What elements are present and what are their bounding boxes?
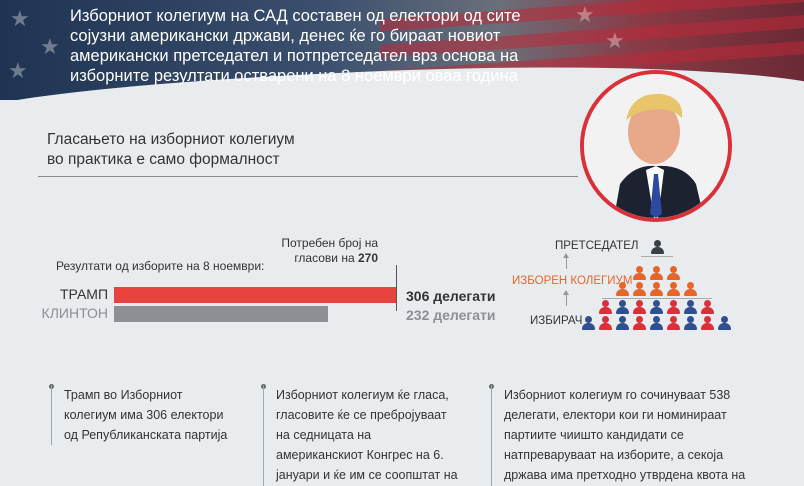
person-icon [633, 300, 646, 314]
pyramid-divider [602, 298, 712, 299]
candidate-votes: 306 делегати [406, 288, 496, 304]
note-line: делегати, електори кои ги номинираат [504, 408, 727, 422]
note-line: јануари и ќе им се соопштат на [276, 468, 458, 482]
person-icon [650, 266, 663, 280]
pyramid-label-college: ИЗБОРЕН КОЛЕГИУМ [512, 275, 633, 287]
note-composition: Изборниот колегиум го сочинуваат 538 дел… [491, 385, 781, 486]
needed-votes-text: гласови на [294, 251, 355, 265]
person-icon [718, 316, 731, 330]
results-label: Резултати од изборите на 8 ноември: [56, 259, 265, 273]
needed-votes-value: 270 [357, 251, 378, 265]
note-line: американскиот Конгрес на 6. [276, 448, 444, 462]
note-line: од Републиканската партија [64, 428, 228, 442]
person-icon [650, 316, 663, 330]
candidate-votes: 232 делегати [406, 307, 496, 323]
candidate-bar [114, 287, 396, 303]
person-icon [650, 282, 663, 296]
candidate-bar [114, 306, 328, 322]
intro-line: американски претседател и потпретседател… [70, 47, 519, 65]
needed-votes-label: Потребен број на гласови на 270 [268, 236, 378, 266]
person-icon [616, 282, 629, 296]
note-line: Трамп во Изборниот [64, 388, 183, 402]
section-title-line: Гласањето на изборниот колегиум [47, 131, 295, 148]
person-icon [667, 300, 680, 314]
person-icon [651, 240, 664, 254]
pyramid-divider [641, 256, 673, 257]
candidate-portrait [580, 70, 732, 222]
note-trump: Трамп во Изборниот колегиум има 306 елек… [51, 385, 241, 445]
candidate-name: ТРАМП [59, 286, 108, 302]
note-vote-count: Изборниот колегиум ќе гласа, гласовите ќ… [263, 385, 463, 486]
arrow-up-icon [563, 290, 569, 306]
note-line: Изборниот колегиум го сочинуваат 538 [504, 388, 731, 402]
intro-text: Изборниот колегиум на САД составен од ел… [70, 6, 570, 86]
note-line: партиите чиишто кандидати се [504, 428, 684, 442]
person-icon [650, 300, 663, 314]
candidate-name: КЛИНТОН [41, 305, 108, 321]
note-line: држава има претходно утврдена квота на [504, 468, 746, 482]
person-icon [667, 316, 680, 330]
person-icon [616, 300, 629, 314]
note-line: на седницата на [276, 428, 372, 442]
arrow-up-icon [563, 253, 569, 269]
person-icon [616, 316, 629, 330]
threshold-marker [396, 265, 397, 311]
note-line: натпреваруваат на изборите, а секоја [504, 448, 724, 462]
person-icon [667, 266, 680, 280]
pyramid-label-voter: ИЗБИРАЧ [530, 315, 583, 327]
person-icon [582, 316, 595, 330]
person-icon [701, 300, 714, 314]
needed-votes-prefix: Потребен број на [281, 236, 378, 250]
title-underline [38, 176, 578, 177]
person-icon [684, 300, 697, 314]
person-icon [633, 316, 646, 330]
intro-line: Изборниот колегиум на САД составен од ел… [70, 7, 521, 25]
note-line: Изборниот колегиум ќе гласа, [276, 388, 449, 402]
person-icon [599, 316, 612, 330]
person-icon [633, 282, 646, 296]
person-icon [701, 316, 714, 330]
note-line: гласовите ќе се пребројуваат [276, 408, 447, 422]
flag-banner: ★ ★ ★ ★ ★ Изборниот колегиум на САД сост… [0, 0, 804, 100]
person-icon [599, 300, 612, 314]
person-icon [684, 316, 697, 330]
person-icon [667, 282, 680, 296]
section-title: Гласањето на изборниот колегиум во практ… [47, 130, 295, 170]
person-icon [633, 266, 646, 280]
section-title-line: во практика е само формалност [47, 151, 280, 168]
note-line: колегиум има 306 електори [64, 408, 224, 422]
intro-line: изборните резултати остварени на 8 ноемв… [70, 67, 518, 85]
pyramid-label-president: ПРЕТСЕДАТЕЛ [555, 240, 639, 252]
person-icon [684, 282, 697, 296]
intro-line: сојузни американски држави, денес ќе го … [70, 27, 501, 45]
